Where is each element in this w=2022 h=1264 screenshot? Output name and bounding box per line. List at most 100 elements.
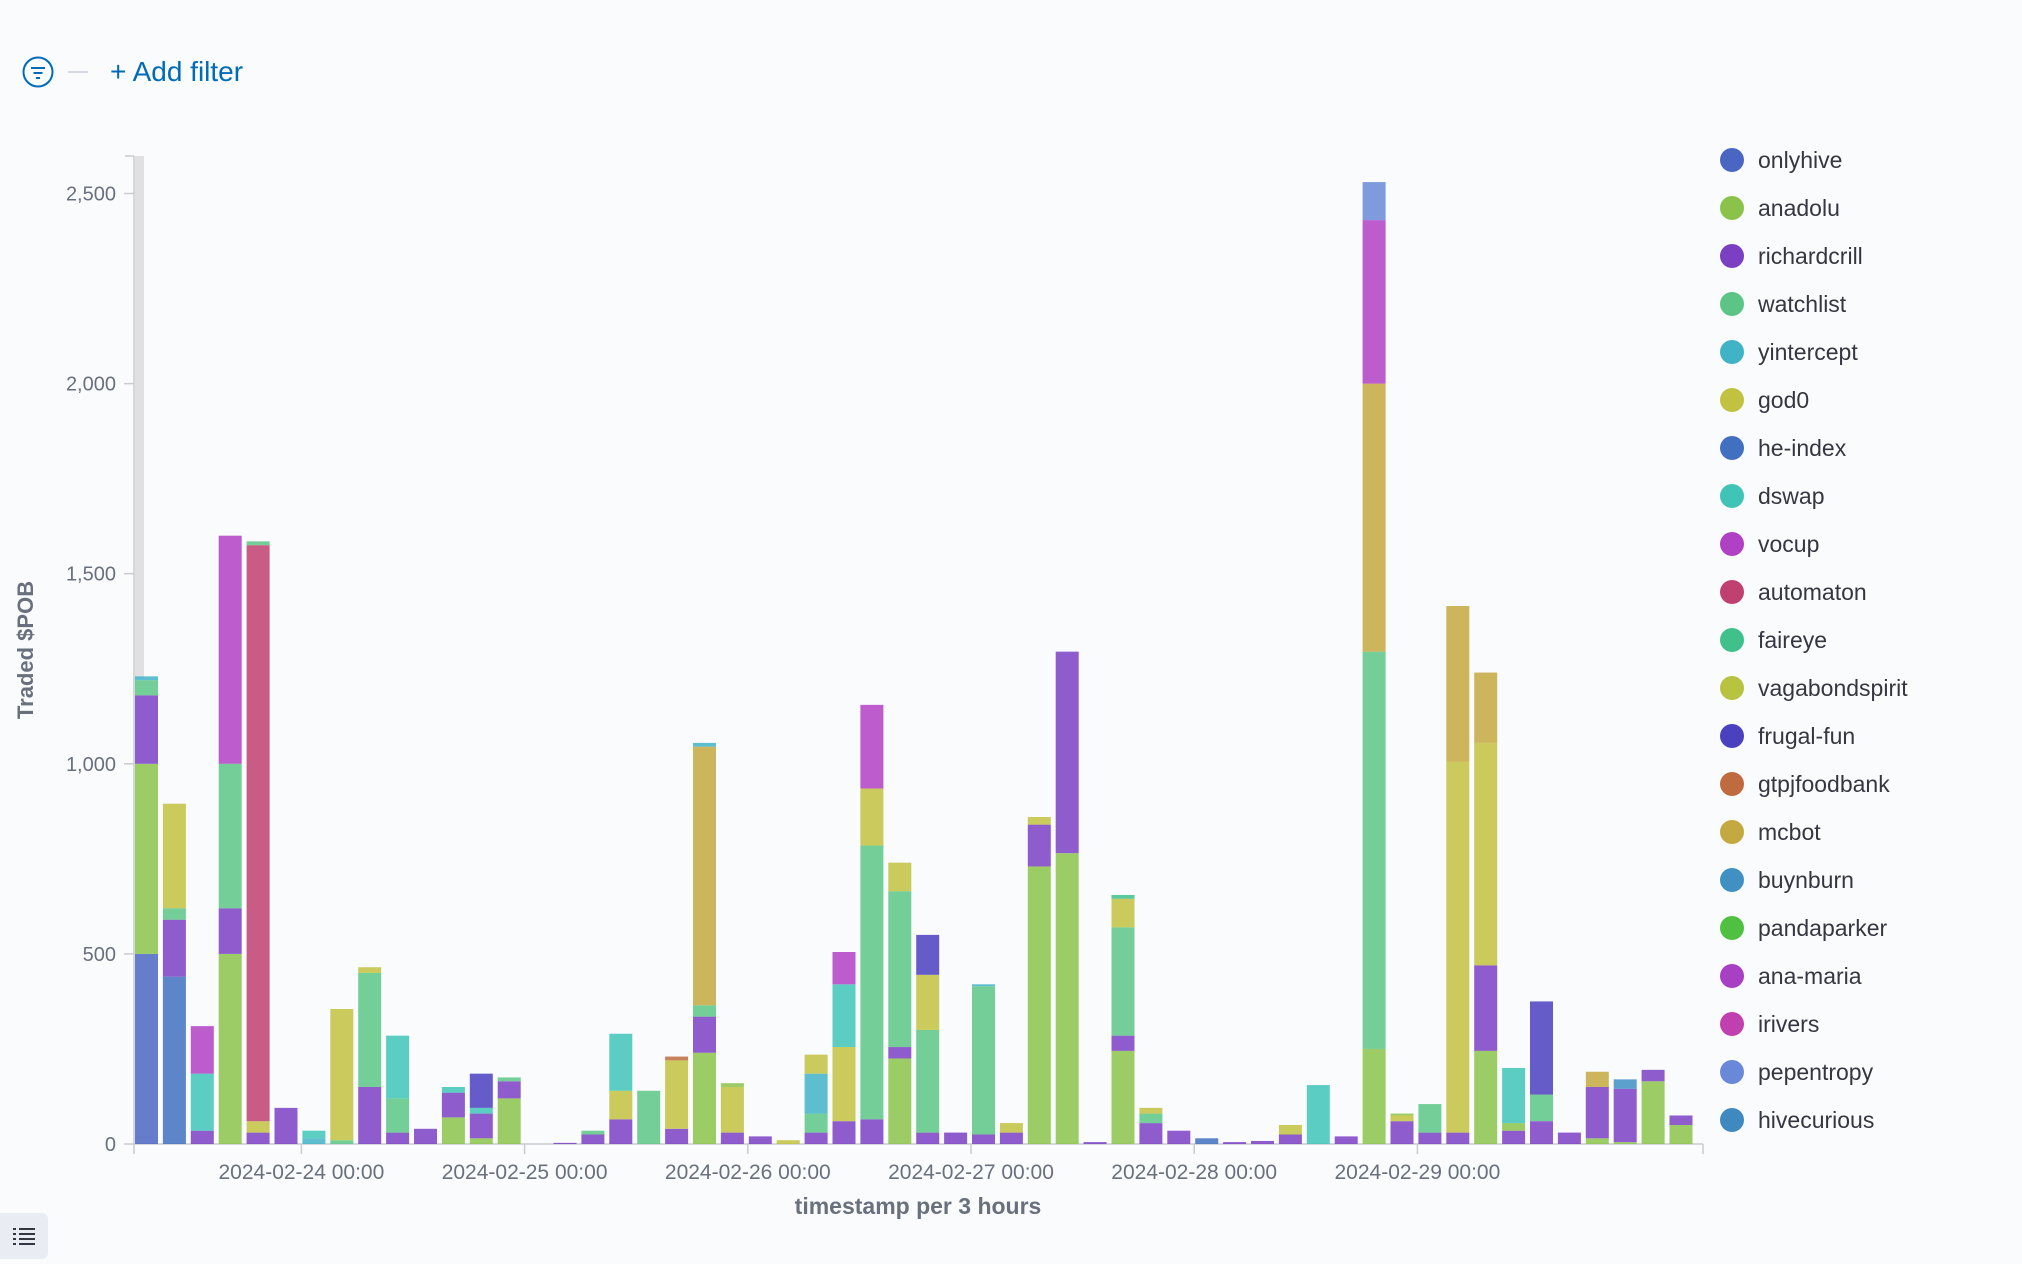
bar-stack[interactable] — [972, 984, 995, 1144]
brush-handle[interactable] — [135, 156, 144, 678]
bar-stack[interactable] — [358, 967, 382, 1144]
bar-stack[interactable] — [860, 704, 884, 1144]
bar-segment-god0[interactable] — [609, 1090, 633, 1120]
legend-item-gtpjfoodbank[interactable]: gtpjfoodbank — [1718, 760, 1908, 808]
bar-segment-god0[interactable] — [999, 1123, 1023, 1133]
bar-segment-dswap[interactable] — [1502, 1067, 1526, 1124]
bar-segment-richardcrill[interactable] — [1055, 651, 1079, 854]
legend-item-mcbot[interactable]: mcbot — [1718, 808, 1908, 856]
bar-stack[interactable] — [1585, 1071, 1609, 1144]
bar-segment-richardcrill[interactable] — [999, 1132, 1023, 1144]
bar-segment-richardcrill[interactable] — [1390, 1121, 1414, 1144]
bar-segment-richardcrill[interactable] — [832, 1121, 856, 1144]
bar-segment-watchlist[interactable] — [1418, 1104, 1442, 1133]
bar-segment-anadolu[interactable] — [1502, 1123, 1526, 1131]
bar-segment-richardcrill[interactable] — [1251, 1140, 1274, 1144]
bar-segment-anadolu[interactable] — [469, 1138, 493, 1144]
bar-segment-anadolu[interactable] — [1027, 866, 1051, 1144]
legend-item-irivers[interactable]: irivers — [1718, 1000, 1908, 1048]
bar-stack[interactable] — [916, 934, 940, 1144]
filter-options-icon[interactable] — [22, 56, 54, 88]
bar-segment-dswap[interactable] — [1306, 1085, 1330, 1144]
bar-stack[interactable] — [246, 541, 270, 1144]
bar-stack[interactable] — [999, 1123, 1023, 1144]
legend-item-vagabondspirit[interactable]: vagabondspirit — [1718, 664, 1908, 712]
bar-stack[interactable] — [1083, 1142, 1107, 1144]
bar-stack[interactable] — [1390, 1113, 1414, 1144]
bar-stack[interactable] — [1530, 1001, 1553, 1144]
bar-segment-anadolu[interactable] — [1362, 1048, 1386, 1144]
bar-segment-richardcrill[interactable] — [1111, 1035, 1135, 1051]
bar-stack[interactable] — [386, 1035, 410, 1144]
bar-segment-vocup[interactable] — [860, 704, 884, 789]
bar-stack[interactable] — [497, 1077, 521, 1144]
bar-stack[interactable] — [1055, 651, 1079, 1144]
bar-segment-watchlist[interactable] — [218, 763, 242, 909]
bar-segment-dswap[interactable] — [609, 1033, 633, 1091]
bar-segment-god0[interactable] — [1446, 761, 1470, 1133]
legend-item-buynburn[interactable]: buynburn — [1718, 856, 1908, 904]
bar-segment-anadolu[interactable] — [1585, 1138, 1609, 1144]
bar-stack[interactable] — [665, 1056, 689, 1144]
bar-segment-richardcrill[interactable] — [804, 1132, 828, 1144]
bar-segment-richardcrill[interactable] — [888, 1047, 912, 1059]
bar-segment-gtpjfoodbank[interactable] — [665, 1056, 689, 1061]
bar-segment-richardcrill[interactable] — [1139, 1123, 1163, 1144]
bar-segment-anadolu[interactable] — [1111, 1050, 1135, 1144]
bar-segment-yintercept[interactable] — [135, 676, 158, 681]
bar-segment-he-index[interactable] — [162, 976, 186, 1144]
bar-segment-anadolu[interactable] — [888, 1058, 912, 1144]
legend-item-automaton[interactable]: automaton — [1718, 568, 1908, 616]
bar-segment-richardcrill[interactable] — [860, 1119, 884, 1144]
bar-stack[interactable] — [888, 862, 912, 1144]
bar-segment-god0[interactable] — [776, 1140, 800, 1144]
legend-item-richardcrill[interactable]: richardcrill — [1718, 232, 1908, 280]
bar-segment-frugal-fun[interactable] — [916, 934, 940, 975]
bar-stack[interactable] — [469, 1073, 493, 1144]
bar-stack[interactable] — [1613, 1079, 1637, 1144]
bar-stack[interactable] — [218, 535, 242, 1144]
bar-segment-god0[interactable] — [916, 974, 940, 1030]
legend-item-pepentropy[interactable]: pepentropy — [1718, 1048, 1908, 1096]
bar-stack[interactable] — [302, 1130, 326, 1144]
bar-segment-watchlist[interactable] — [916, 1029, 940, 1133]
bar-segment-yintercept[interactable] — [693, 742, 716, 747]
bar-segment-watchlist[interactable] — [1111, 927, 1135, 1036]
bar-segment-anadolu[interactable] — [1390, 1113, 1414, 1116]
bar-segment-god0[interactable] — [358, 967, 382, 973]
bar-stack[interactable] — [1669, 1115, 1693, 1144]
bar-stack[interactable] — [441, 1086, 465, 1144]
bar-segment-richardcrill[interactable] — [497, 1081, 521, 1099]
bar-segment-anadolu[interactable] — [135, 763, 158, 954]
bar-segment-richardcrill[interactable] — [665, 1128, 689, 1144]
bar-segment-watchlist[interactable] — [162, 908, 186, 920]
bar-segment-anadolu[interactable] — [1613, 1142, 1637, 1144]
bar-stack[interactable] — [609, 1033, 633, 1144]
bar-segment-anadolu[interactable] — [693, 1052, 716, 1144]
bar-stack[interactable] — [1557, 1132, 1581, 1144]
bar-segment-richardcrill[interactable] — [1334, 1136, 1358, 1144]
bar-segment-anadolu[interactable] — [497, 1098, 521, 1144]
add-filter-button[interactable]: + Add filter — [110, 56, 244, 87]
bar-segment-watchlist[interactable] — [972, 986, 995, 1135]
bar-segment-yintercept[interactable] — [972, 984, 995, 987]
bar-stack[interactable] — [1111, 894, 1135, 1144]
legend-item-pandaparker[interactable]: pandaparker — [1718, 904, 1908, 952]
bar-stack[interactable] — [1251, 1140, 1274, 1144]
legend-item-ana-maria[interactable]: ana-maria — [1718, 952, 1908, 1000]
bar-segment-anadolu[interactable] — [720, 1083, 744, 1087]
bar-segment-richardcrill[interactable] — [441, 1092, 465, 1118]
bar-segment-richardcrill[interactable] — [720, 1132, 744, 1144]
bar-segment-richardcrill[interactable] — [386, 1132, 410, 1144]
bar-segment-god0[interactable] — [1390, 1115, 1414, 1122]
bar-stack[interactable] — [581, 1130, 605, 1144]
bar-segment-richardcrill[interactable] — [581, 1134, 605, 1144]
bar-stack[interactable] — [693, 742, 716, 1144]
bar-segment-watchlist[interactable] — [581, 1130, 605, 1135]
bar-stack[interactable] — [553, 1142, 577, 1144]
legend-item-onlyhive[interactable]: onlyhive — [1718, 136, 1908, 184]
bar-stack[interactable] — [1027, 817, 1051, 1144]
bar-segment-dswap[interactable] — [441, 1086, 465, 1093]
bar-segment-vocup[interactable] — [190, 1026, 214, 1074]
bar-stack[interactable] — [1334, 1136, 1358, 1144]
